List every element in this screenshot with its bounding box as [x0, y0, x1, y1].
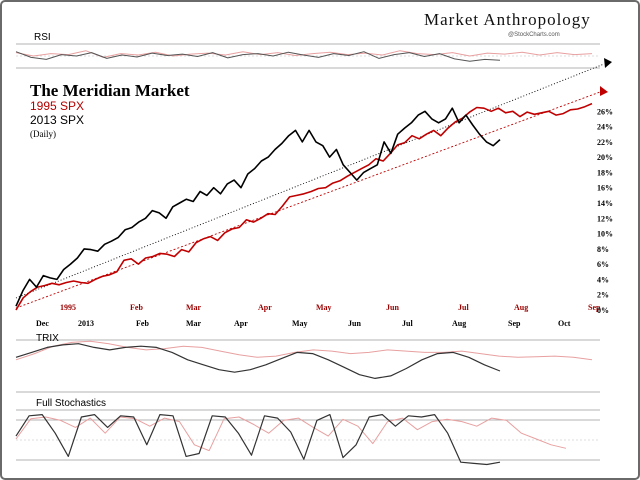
y-axis: 0% 2% 4% 6% 8% 10% 12% 14% 16% 18% 20% 22% 24% 26%	[597, 107, 613, 315]
y-tick-label: 12%	[597, 214, 613, 223]
x-tick-1995: Jul	[458, 303, 469, 312]
main-panel: 0% 2% 4% 6% 8% 10% 12% 14% 16% 18% 20% 22% 24% 26% 19…	[15, 58, 613, 328]
x-tick-1995: Aug	[514, 303, 528, 312]
trendline-1995-arrow	[600, 86, 608, 96]
x-tick-1995: Feb	[130, 303, 143, 312]
legend-1995: 1995 SPX	[30, 99, 84, 113]
x-tick-2013: Jun	[348, 319, 361, 328]
stoch-panel: Full Stochastics	[15, 398, 600, 466]
rsi-1995-line	[15, 50, 593, 58]
trix-panel: TRIX	[15, 333, 600, 393]
rsi-label: RSI	[34, 32, 51, 43]
y-tick-label: 2%	[597, 291, 609, 300]
trendline-2013-arrow	[604, 58, 612, 68]
rsi-panel: RSI	[15, 32, 600, 69]
rsi-2013-line	[15, 51, 501, 62]
stoch-2013-line	[15, 414, 501, 466]
x-tick-1995: Sep	[588, 303, 601, 312]
y-tick-label: 22%	[597, 138, 613, 147]
y-tick-label: 20%	[597, 153, 613, 162]
x-tick-2013: Oct	[558, 319, 571, 328]
y-tick-label: 8%	[597, 245, 609, 254]
y-tick-label: 16%	[597, 184, 613, 193]
brand-sub: @StockCharts.com	[508, 32, 560, 38]
stoch-label: Full Stochastics	[36, 398, 106, 409]
x-tick-1995: Jun	[386, 303, 399, 312]
y-tick-label: 26%	[597, 107, 613, 116]
x-tick-2013: Sep	[508, 319, 521, 328]
stoch-lines	[15, 414, 567, 466]
x-tick-1995: Mar	[186, 303, 202, 312]
brand-name: Market Anthropology	[424, 10, 591, 29]
x-tick-2013: Dec	[36, 319, 49, 328]
trix-2013-line	[15, 343, 501, 379]
y-tick-label: 6%	[597, 260, 609, 269]
trix-lines	[15, 340, 593, 379]
y-tick-label: 14%	[597, 199, 613, 208]
y-tick-label: 24%	[597, 123, 613, 132]
rsi-lines	[15, 50, 593, 62]
x-tick-2013: May	[292, 319, 308, 328]
y-tick-label: 4%	[597, 275, 609, 284]
trendline-2013	[15, 63, 605, 299]
y-tick-label: 10%	[597, 230, 613, 239]
main-lines	[15, 102, 593, 311]
x-tick-1995: 1995	[60, 303, 76, 312]
x-tick-2013: Aug	[452, 319, 466, 328]
x-tick-2013: Mar	[186, 319, 202, 328]
series-1995-line	[15, 102, 593, 311]
y-tick-label: 18%	[597, 168, 613, 177]
stoch-1995-line	[15, 416, 567, 452]
series-2013-line	[15, 107, 501, 307]
trendlines	[15, 58, 612, 309]
x-tick-2013: Jul	[402, 319, 413, 328]
trix-label: TRIX	[36, 333, 59, 344]
y-tick-label: 0%	[597, 306, 609, 315]
legend-frequency: (Daily)	[30, 129, 56, 139]
x-tick-2013: Apr	[234, 319, 248, 328]
x-tick-2013: Feb	[136, 319, 149, 328]
trix-1995-line	[15, 340, 593, 361]
brand-logo: Market Anthropology @StockCharts.com	[424, 10, 591, 38]
x-tick-1995: Apr	[258, 303, 272, 312]
x-tick-2013: 2013	[78, 319, 94, 328]
chart-title: The Meridian Market	[30, 81, 190, 100]
legend-2013: 2013 SPX	[30, 113, 84, 127]
x-tick-1995: May	[316, 303, 332, 312]
